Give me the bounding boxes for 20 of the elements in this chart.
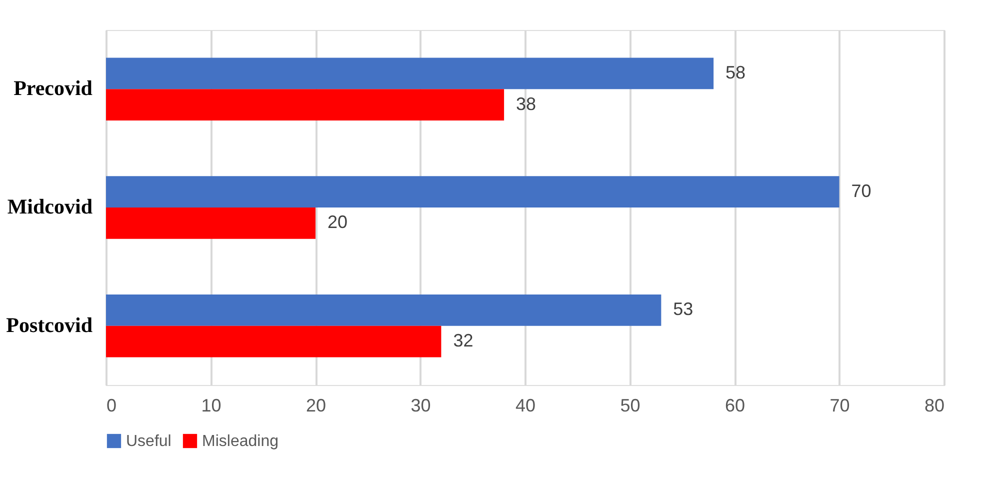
data-label: 32 (453, 330, 474, 351)
y-tick-label: Precovid (14, 76, 93, 100)
x-tick-label: 20 (306, 396, 326, 416)
y-tick-label: Postcovid (6, 312, 93, 337)
x-tick-label: 80 (924, 396, 944, 416)
y-tick-label: Midcovid (7, 194, 93, 218)
x-tick-label: 10 (201, 396, 222, 416)
data-label: 38 (516, 94, 536, 114)
legend-label: Useful (126, 433, 172, 450)
x-tick-label: 60 (724, 396, 746, 416)
x-tick-label: 30 (410, 396, 431, 416)
x-tick-label: 40 (515, 396, 536, 416)
x-tick-label: 0 (106, 396, 117, 416)
x-tick-label: 70 (830, 396, 850, 416)
data-label: 58 (726, 62, 746, 82)
data-label: 53 (673, 299, 694, 320)
x-tick-label: 50 (620, 396, 640, 416)
data-label: 20 (328, 212, 348, 232)
data-label: 70 (851, 180, 872, 201)
legend-label: Misleading (202, 433, 278, 450)
